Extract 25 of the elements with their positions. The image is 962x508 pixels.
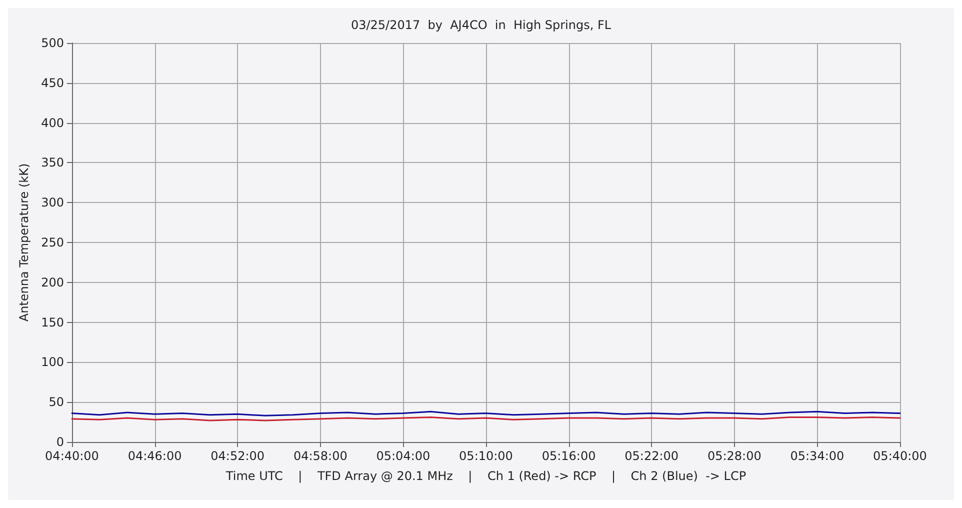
y-tick-label: 250 bbox=[41, 236, 64, 250]
x-tick-label: 05:22:00 bbox=[624, 449, 679, 463]
y-tick-label: 500 bbox=[41, 36, 64, 50]
x-tick-label: 05:34:00 bbox=[790, 449, 844, 463]
x-tick-label: 05:04:00 bbox=[376, 449, 430, 463]
x-axis-title: Time UTC | TFD Array @ 20.1 MHz | Ch 1 (Red) -> RCP | Ch 2 (Blue) -> LCP bbox=[224, 469, 746, 483]
x-tick-label: 04:40:00 bbox=[45, 449, 99, 463]
x-tick-label: 04:58:00 bbox=[293, 449, 348, 463]
y-tick-label: 450 bbox=[41, 76, 64, 90]
y-tick-label: 0 bbox=[56, 435, 64, 449]
x-tick-label: 05:16:00 bbox=[542, 449, 596, 463]
x-tick-label: 05:28:00 bbox=[707, 449, 762, 463]
x-tick-label: 04:52:00 bbox=[210, 449, 265, 463]
y-tick-label: 200 bbox=[41, 275, 64, 290]
x-tick-label: 04:46:00 bbox=[128, 449, 182, 463]
y-tick-label: 300 bbox=[41, 196, 64, 210]
chart-title: 03/25/2017 by AJ4CO in High Springs, FL bbox=[350, 18, 612, 32]
y-tick-label: 350 bbox=[41, 156, 64, 170]
x-tick-label: 05:40:00 bbox=[873, 449, 927, 463]
x-tick-label: 05:10:00 bbox=[459, 449, 513, 463]
y-tick-label: 100 bbox=[41, 355, 64, 370]
y-tick-label: 150 bbox=[41, 315, 64, 330]
y-axis-title: Antenna Temperature (kK) bbox=[17, 163, 31, 322]
y-tick-label: 400 bbox=[41, 116, 64, 130]
y-tick-label: 50 bbox=[48, 395, 64, 410]
